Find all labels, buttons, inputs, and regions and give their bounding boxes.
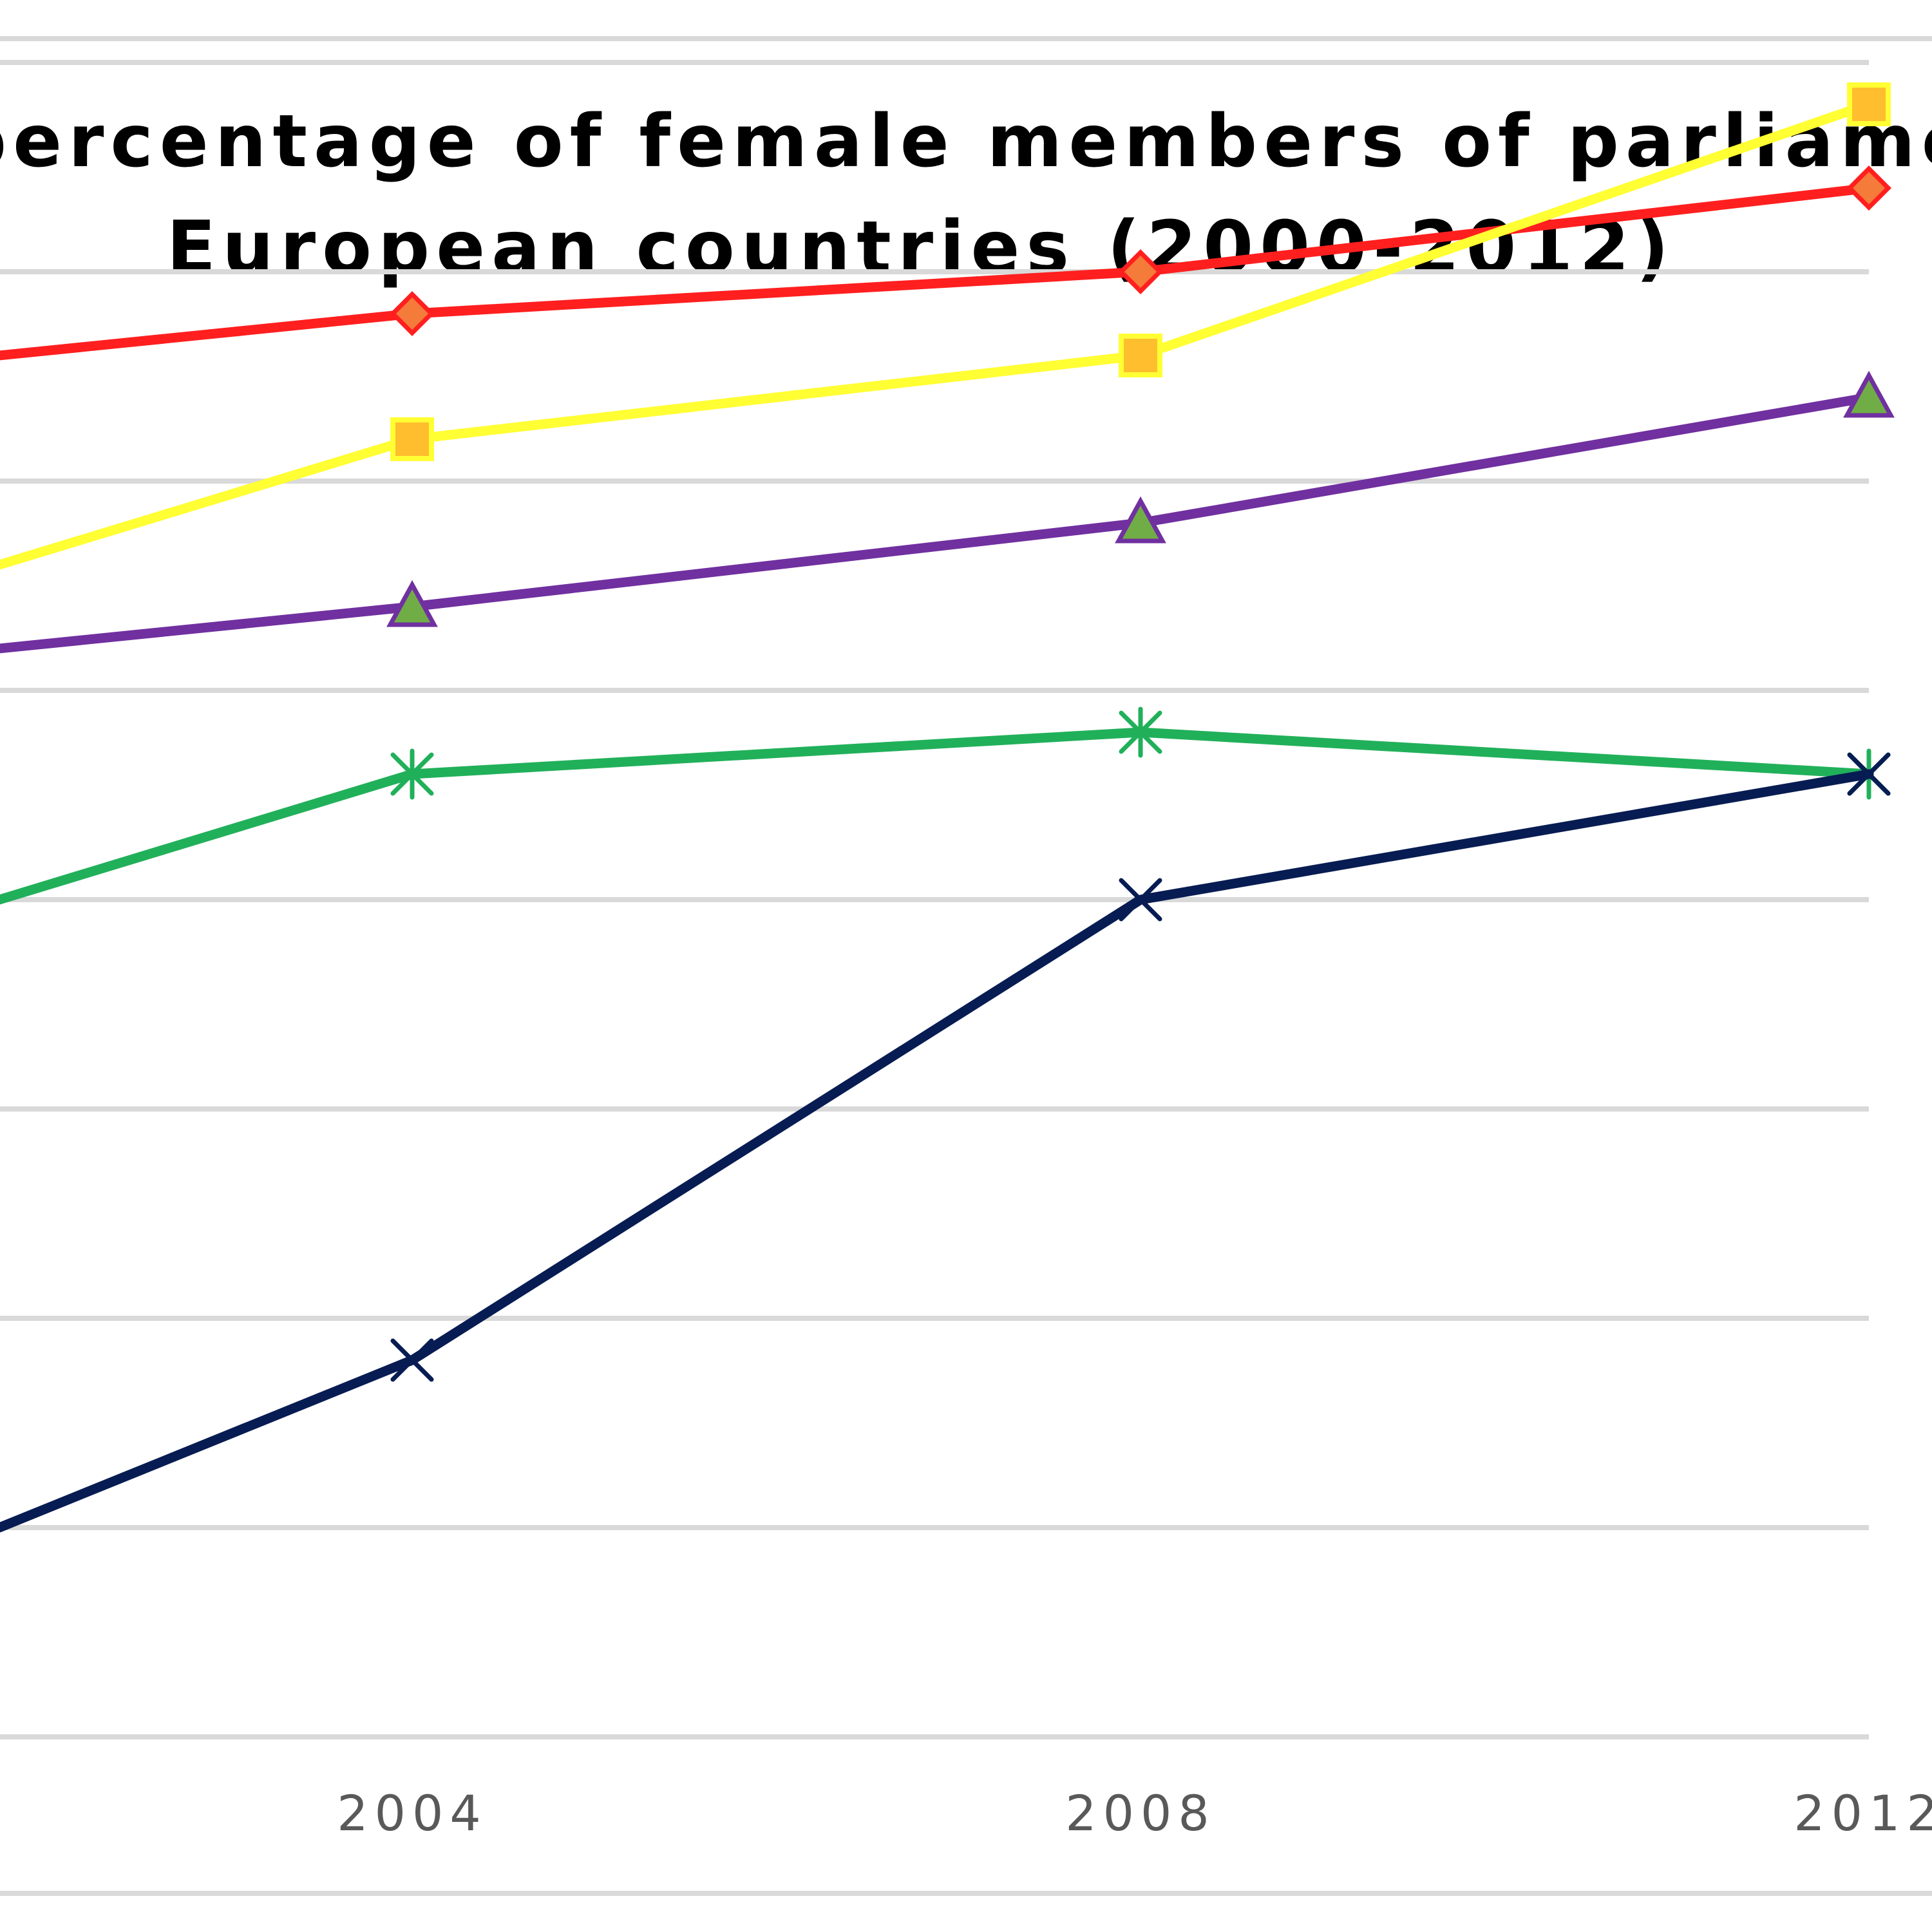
series-2-line — [0, 99, 1874, 570]
series-5 — [0, 752, 1891, 1533]
series-4-point-3 — [1119, 706, 1162, 758]
x-tick-label-2008: 2008 — [1065, 1785, 1215, 1842]
series-2-point-4 — [1847, 82, 1891, 126]
series-2-point-2 — [390, 417, 434, 461]
series-1-point-4 — [1846, 166, 1891, 211]
series-4-line — [0, 727, 1874, 905]
series-3-point-4 — [1843, 370, 1895, 418]
series-5-line — [0, 769, 1874, 1533]
series-3-point-2 — [386, 580, 438, 627]
series-4 — [0, 706, 1891, 905]
series-1-point-2 — [390, 291, 435, 336]
x-tick-label-2012: 2012 — [1794, 1785, 1932, 1842]
series-3-point-3 — [1115, 496, 1166, 544]
series-1-point-3 — [1118, 249, 1163, 294]
series-4-point-2 — [390, 748, 434, 800]
series-5-point-4 — [1847, 752, 1891, 796]
x-tick-label-2004: 2004 — [337, 1785, 487, 1842]
series-5-point-2 — [390, 1338, 434, 1382]
series-3 — [0, 370, 1895, 654]
series-2-point-3 — [1119, 334, 1162, 377]
series-3-line — [0, 392, 1874, 654]
series-2 — [0, 82, 1891, 570]
series-5-point-3 — [1119, 878, 1162, 922]
